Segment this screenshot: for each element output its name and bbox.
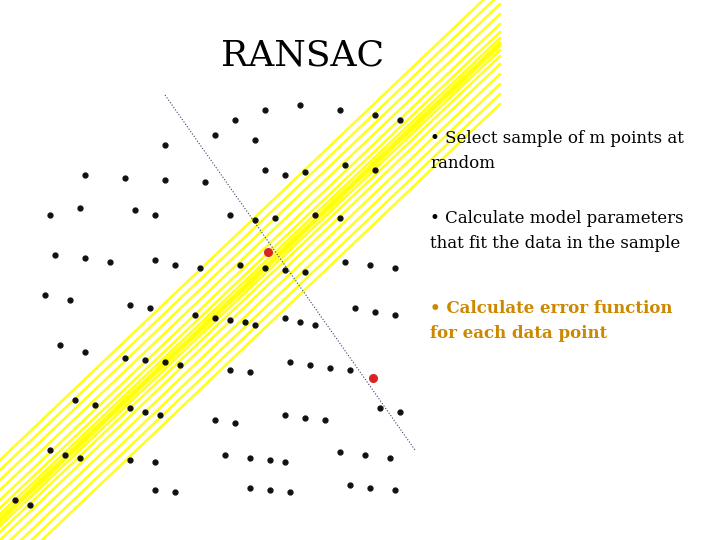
Text: RANSAC: RANSAC <box>221 38 384 72</box>
Text: • Select sample of m points at
random: • Select sample of m points at random <box>430 130 684 172</box>
Text: • Calculate model parameters
that fit the data in the sample: • Calculate model parameters that fit th… <box>430 210 683 252</box>
Text: • Calculate error function
for each data point: • Calculate error function for each data… <box>430 300 672 342</box>
